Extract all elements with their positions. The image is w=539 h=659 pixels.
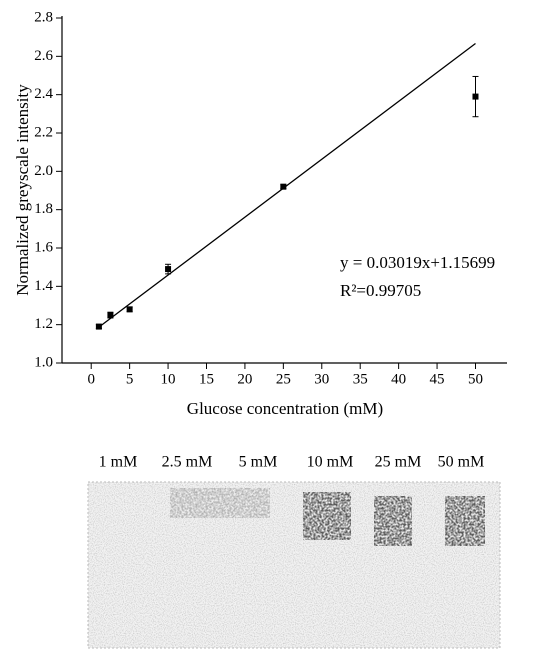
y-axis-label: Normalized greyscale intensity	[13, 84, 32, 296]
x-tick-label: 25	[276, 371, 291, 387]
strip-texture	[88, 482, 500, 648]
x-tick-label: 20	[237, 371, 252, 387]
y-tick-label: 1.2	[34, 316, 53, 332]
equation: y = 0.03019x+1.15699	[340, 253, 495, 272]
data-point	[165, 266, 172, 273]
y-tick-label: 2.8	[34, 9, 53, 25]
r-squared: R²=0.99705	[340, 281, 421, 300]
strip-label: 5 mM	[239, 454, 278, 471]
data-point	[95, 323, 102, 330]
x-tick-label: 35	[353, 371, 368, 387]
strip-spot	[303, 492, 351, 540]
strip-label: 50 mM	[438, 454, 485, 471]
data-point	[107, 312, 114, 319]
data-point	[126, 306, 133, 313]
x-tick-label: 0	[87, 371, 95, 387]
strip-spot	[445, 496, 485, 546]
x-tick-label: 40	[391, 371, 406, 387]
x-tick-label: 10	[161, 371, 176, 387]
strip-spot	[170, 488, 270, 518]
strip-label: 1 mM	[99, 454, 138, 471]
y-tick-label: 1.6	[34, 239, 53, 255]
y-tick-label: 1.4	[34, 278, 53, 294]
strip-spot	[374, 496, 412, 546]
y-tick-label: 1.8	[34, 201, 53, 217]
strip-label: 10 mM	[307, 454, 354, 471]
x-tick-label: 45	[430, 371, 445, 387]
x-tick-label: 15	[199, 371, 214, 387]
x-tick-label: 50	[468, 371, 483, 387]
fit-line	[98, 42, 476, 328]
data-point	[280, 183, 287, 190]
data-point	[472, 93, 479, 100]
x-tick-label: 30	[314, 371, 329, 387]
strip-label: 25 mM	[375, 454, 422, 471]
y-tick-label: 2.2	[34, 124, 53, 140]
strip-label: 2.5 mM	[162, 454, 213, 471]
strip-image	[87, 481, 501, 649]
y-tick-label: 2.0	[34, 163, 53, 179]
x-axis-label: Glucose concentration (mM)	[187, 399, 383, 418]
y-tick-label: 2.4	[34, 86, 53, 102]
y-tick-label: 2.6	[34, 48, 53, 64]
y-tick-label: 1.0	[34, 354, 53, 370]
x-tick-label: 5	[126, 371, 134, 387]
